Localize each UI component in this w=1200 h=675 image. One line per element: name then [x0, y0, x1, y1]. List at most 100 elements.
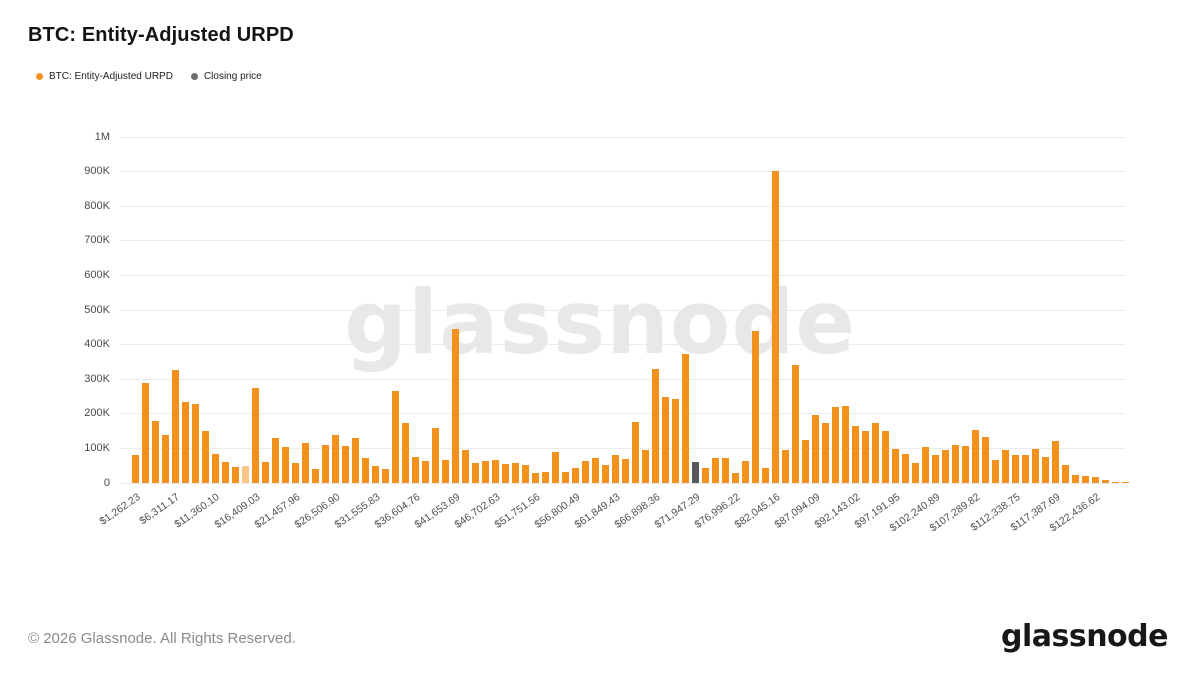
urpd-bar[interactable]	[632, 422, 639, 483]
urpd-bar[interactable]	[482, 461, 489, 483]
urpd-bar[interactable]	[182, 402, 189, 483]
urpd-bar[interactable]	[662, 397, 669, 483]
urpd-bar[interactable]	[332, 434, 339, 483]
closing-price-bar[interactable]	[692, 462, 699, 483]
urpd-bar[interactable]	[602, 465, 609, 483]
urpd-bar[interactable]	[132, 455, 139, 483]
urpd-bar[interactable]	[382, 468, 389, 483]
urpd-bar[interactable]	[272, 438, 279, 483]
urpd-bar[interactable]	[1002, 450, 1009, 483]
urpd-bar[interactable]	[492, 459, 499, 483]
urpd-bar[interactable]	[1022, 454, 1029, 483]
urpd-bar[interactable]	[742, 461, 749, 483]
legend-item-urpd[interactable]: BTC: Entity-Adjusted URPD	[36, 71, 173, 82]
urpd-bar[interactable]	[412, 457, 419, 483]
urpd-bar[interactable]	[502, 463, 509, 483]
urpd-bar[interactable]	[282, 447, 289, 483]
urpd-bar[interactable]	[1042, 457, 1049, 483]
urpd-bar[interactable]	[872, 423, 879, 483]
urpd-bar[interactable]	[162, 434, 169, 483]
urpd-bar[interactable]	[782, 449, 789, 483]
urpd-bar[interactable]	[532, 472, 539, 483]
urpd-bar[interactable]	[1122, 482, 1129, 483]
urpd-bar[interactable]	[622, 458, 629, 483]
urpd-bar[interactable]	[732, 472, 739, 483]
urpd-bar[interactable]	[642, 449, 649, 483]
urpd-bar[interactable]	[892, 449, 899, 483]
urpd-bar[interactable]	[172, 369, 179, 483]
urpd-bar[interactable]	[812, 414, 819, 483]
urpd-bar[interactable]	[392, 390, 399, 483]
urpd-bar[interactable]	[462, 450, 469, 483]
urpd-bar[interactable]	[922, 447, 929, 483]
urpd-bar[interactable]	[252, 387, 259, 483]
urpd-bar[interactable]	[862, 431, 869, 483]
urpd-bar[interactable]	[1082, 475, 1089, 483]
urpd-bar[interactable]	[342, 446, 349, 483]
urpd-bar[interactable]	[142, 383, 149, 483]
urpd-bar[interactable]	[592, 458, 599, 483]
urpd-bar[interactable]	[362, 458, 369, 483]
urpd-bar[interactable]	[372, 466, 379, 483]
urpd-bar[interactable]	[852, 425, 859, 483]
urpd-bar[interactable]	[672, 398, 679, 483]
urpd-bar[interactable]	[242, 465, 249, 483]
urpd-bar[interactable]	[752, 331, 759, 483]
urpd-bar[interactable]	[402, 423, 409, 483]
urpd-bar[interactable]	[832, 406, 839, 483]
urpd-bar[interactable]	[982, 437, 989, 483]
urpd-bar[interactable]	[322, 444, 329, 483]
urpd-bar[interactable]	[722, 458, 729, 483]
urpd-bar[interactable]	[772, 170, 779, 483]
urpd-bar[interactable]	[1092, 477, 1099, 483]
urpd-bar[interactable]	[572, 468, 579, 483]
urpd-bar[interactable]	[312, 468, 319, 483]
urpd-bar[interactable]	[842, 405, 849, 483]
urpd-bar[interactable]	[932, 454, 939, 483]
urpd-bar[interactable]	[232, 467, 239, 483]
urpd-bar[interactable]	[702, 468, 709, 483]
urpd-bar[interactable]	[192, 404, 199, 483]
urpd-bar[interactable]	[1052, 441, 1059, 483]
urpd-bar[interactable]	[652, 369, 659, 483]
urpd-bar[interactable]	[262, 462, 269, 483]
urpd-bar[interactable]	[302, 443, 309, 483]
urpd-bar[interactable]	[472, 462, 479, 483]
urpd-bar[interactable]	[992, 459, 999, 483]
urpd-bar[interactable]	[212, 453, 219, 483]
urpd-bar[interactable]	[1012, 455, 1019, 483]
urpd-bar[interactable]	[612, 454, 619, 483]
urpd-bar[interactable]	[152, 421, 159, 483]
urpd-bar[interactable]	[882, 430, 889, 483]
urpd-bar[interactable]	[542, 472, 549, 483]
urpd-bar[interactable]	[522, 465, 529, 483]
urpd-bar[interactable]	[432, 428, 439, 483]
urpd-bar[interactable]	[792, 365, 799, 483]
urpd-bar[interactable]	[1102, 479, 1109, 483]
urpd-bar[interactable]	[762, 468, 769, 483]
urpd-bar[interactable]	[1112, 481, 1119, 483]
urpd-bar[interactable]	[712, 458, 719, 483]
urpd-bar[interactable]	[452, 328, 459, 483]
urpd-bar[interactable]	[512, 462, 519, 483]
urpd-bar[interactable]	[822, 423, 829, 483]
urpd-bar[interactable]	[912, 462, 919, 483]
urpd-bar[interactable]	[202, 430, 209, 483]
urpd-bar[interactable]	[442, 459, 449, 483]
urpd-bar[interactable]	[942, 450, 949, 483]
urpd-bar[interactable]	[1062, 465, 1069, 483]
urpd-bar[interactable]	[292, 463, 299, 483]
urpd-bar[interactable]	[1032, 448, 1039, 483]
urpd-bar[interactable]	[582, 461, 589, 483]
urpd-bar[interactable]	[552, 451, 559, 483]
urpd-bar[interactable]	[222, 461, 229, 483]
urpd-bar[interactable]	[422, 460, 429, 483]
urpd-bar[interactable]	[352, 438, 359, 483]
urpd-bar[interactable]	[1072, 474, 1079, 483]
urpd-bar[interactable]	[952, 444, 959, 483]
urpd-bar[interactable]	[972, 429, 979, 483]
urpd-bar[interactable]	[562, 471, 569, 483]
urpd-bar[interactable]	[962, 446, 969, 483]
legend-item-closing-price[interactable]: Closing price	[190, 71, 262, 82]
urpd-bar[interactable]	[802, 439, 809, 483]
